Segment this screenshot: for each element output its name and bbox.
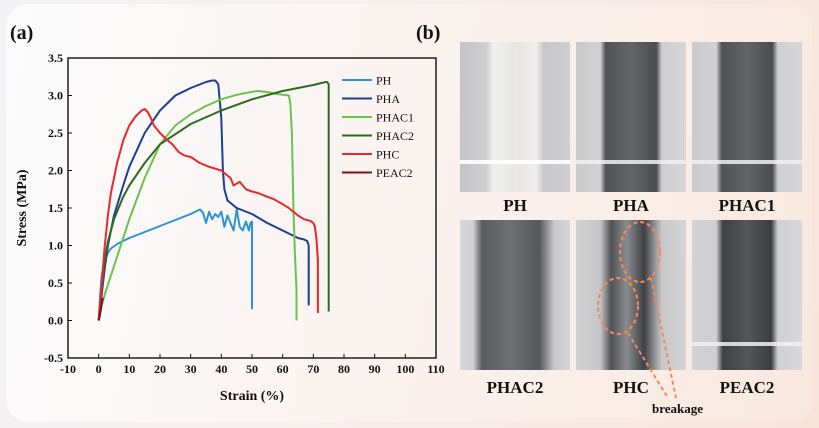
- photo-caption-phac2: PHAC2: [486, 378, 544, 397]
- specimen-photo-ph: [460, 42, 570, 192]
- breakage-label: breakage: [652, 401, 704, 416]
- y-tick-label: 1.5: [48, 201, 63, 215]
- y-tick-label: -0.5: [44, 351, 63, 365]
- legend-label-phac1: PHAC1: [376, 111, 414, 125]
- photo-caption-ph: PH: [503, 196, 527, 215]
- specimen-photo-pha: [576, 42, 686, 192]
- fracture-line: [692, 342, 802, 346]
- specimen-photo-phac2: [460, 220, 570, 370]
- x-tick-label: 0: [96, 362, 102, 376]
- specimen-photo-peac2: [692, 220, 802, 370]
- x-tick-label: -10: [60, 362, 76, 376]
- photo-caption-peac2: PEAC2: [719, 378, 775, 397]
- y-tick-label: 1.0: [48, 239, 63, 253]
- photo-caption-phc: PHC: [613, 378, 649, 397]
- specimen-photo-phc: [576, 220, 686, 370]
- x-tick-label: 20: [154, 362, 166, 376]
- x-tick-label: 50: [246, 362, 258, 376]
- photo-caption-phac1: PHAC1: [718, 196, 776, 215]
- y-tick-label: 3.5: [48, 51, 63, 65]
- y-axis-title: Stress (MPa): [15, 169, 30, 246]
- legend-label-peac2: PEAC2: [376, 166, 413, 180]
- y-tick-label: 3.0: [48, 89, 63, 103]
- x-tick-label: 70: [307, 362, 319, 376]
- panel-a-label: (a): [10, 22, 34, 44]
- x-tick-label: 90: [369, 362, 381, 376]
- fracture-line: [460, 160, 570, 164]
- legend-label-phc: PHC: [376, 148, 399, 162]
- fracture-line: [576, 160, 686, 164]
- y-tick-label: 2.0: [48, 164, 63, 178]
- legend-label-pha: PHA: [376, 92, 400, 106]
- x-tick-label: 30: [185, 362, 197, 376]
- fracture-line: [692, 160, 802, 164]
- panel-b-label: (b): [416, 22, 441, 44]
- legend-label-phac2: PHAC2: [376, 129, 414, 143]
- photo-caption-pha: PHA: [613, 196, 649, 215]
- series-line-phac1: [97, 90, 298, 321]
- series-line-phc: [97, 108, 319, 321]
- x-tick-label: 80: [338, 362, 350, 376]
- series-line-peac2: [97, 297, 105, 321]
- x-tick-label: 110: [427, 362, 444, 376]
- series-line-phac2: [97, 81, 330, 321]
- specimen-photo-phac1: [692, 42, 802, 192]
- y-tick-label: 0.5: [48, 276, 63, 290]
- y-tick-label: 2.5: [48, 126, 63, 140]
- y-tick-label: 0.0: [48, 314, 63, 328]
- x-tick-label: 10: [123, 362, 135, 376]
- x-tick-label: 60: [277, 362, 289, 376]
- series-line-ph: [97, 208, 253, 321]
- legend-label-ph: PH: [376, 74, 392, 88]
- series-line-pha: [97, 79, 310, 321]
- x-axis-title: Strain (%): [220, 389, 285, 404]
- x-tick-label: 100: [396, 362, 414, 376]
- x-tick-label: 40: [215, 362, 227, 376]
